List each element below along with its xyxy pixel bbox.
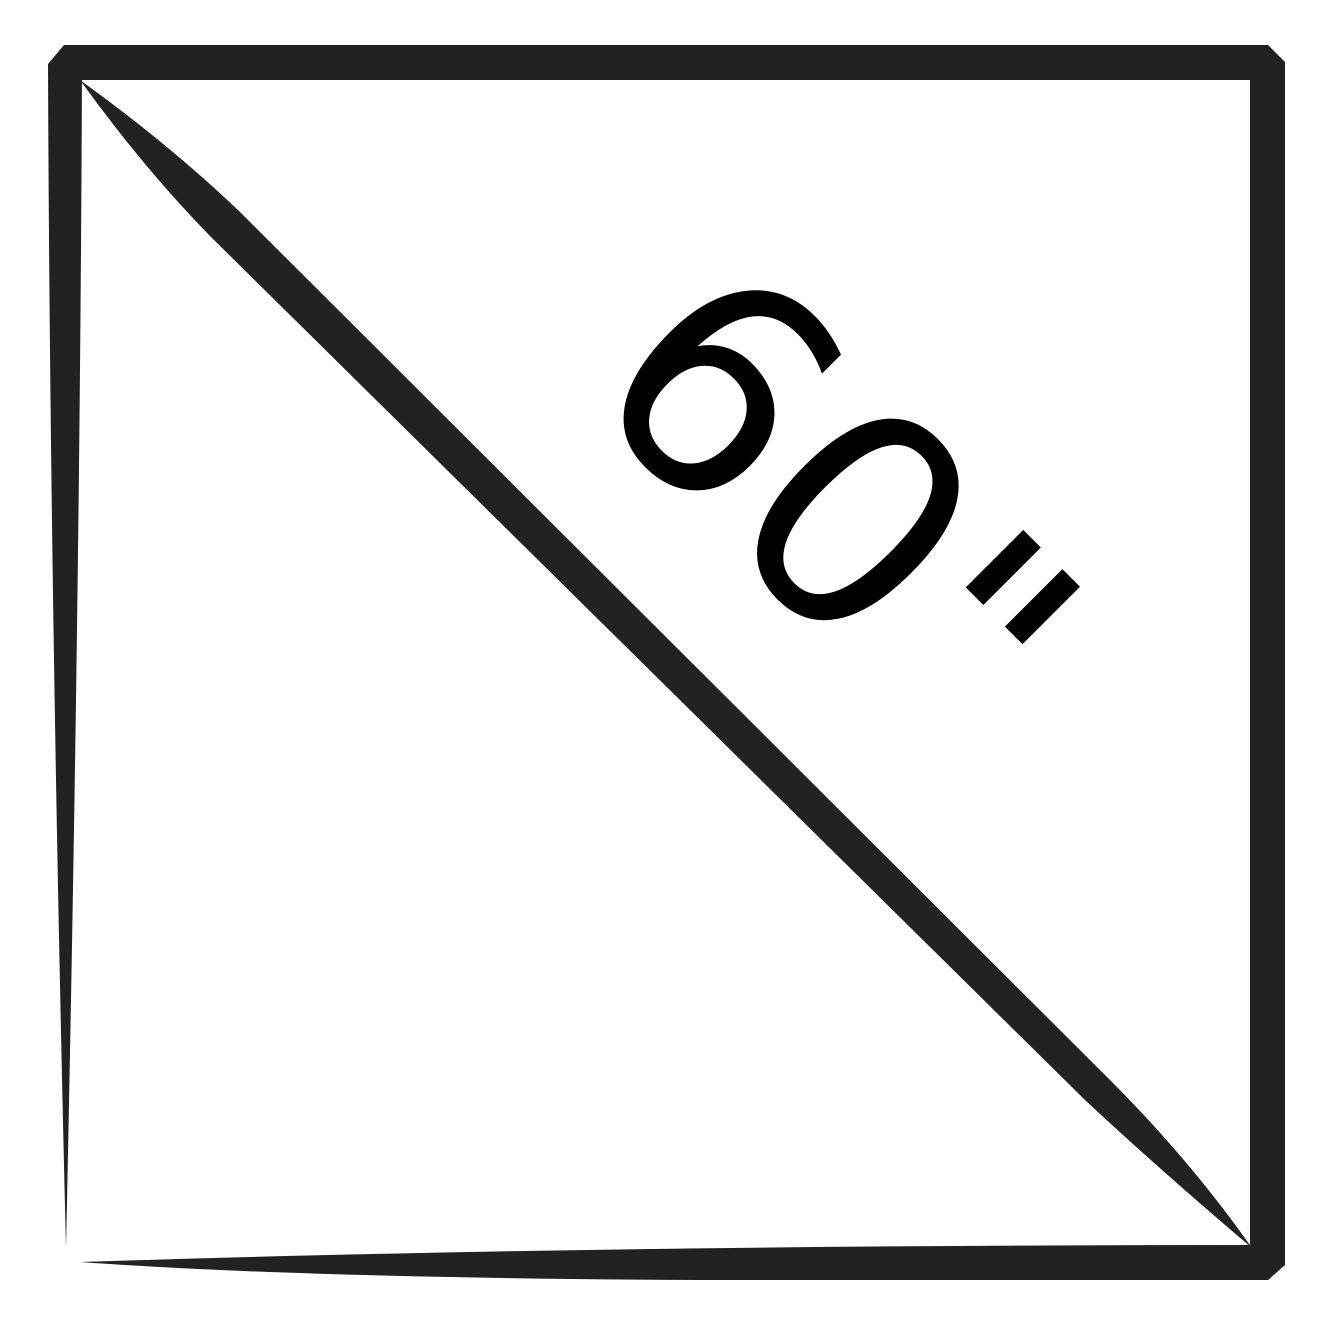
frame-left	[48, 64, 82, 1248]
frame-bottom	[80, 1245, 1285, 1280]
frame-top	[48, 45, 1285, 80]
frame-right	[1250, 70, 1285, 1280]
diagonal	[80, 80, 1252, 1248]
